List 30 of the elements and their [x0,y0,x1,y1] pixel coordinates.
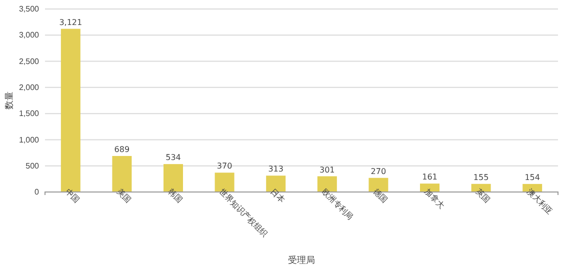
data-label: 161 [422,172,438,182]
x-tick-label: 欧洲专利局 [320,187,355,222]
y-tick-label: 2,000 [18,82,40,92]
data-label: 155 [473,172,489,182]
data-label: 313 [268,164,284,174]
x-tick-label: 加拿大 [422,187,446,210]
y-tick-label: 3,000 [18,30,40,40]
y-tick-label: 2,500 [18,56,40,66]
x-tick-label: 韩国 [166,187,184,205]
y-tick-label: 500 [26,161,40,170]
data-label: 534 [166,153,181,162]
data-label: 301 [320,165,335,174]
data-label: 689 [114,144,130,154]
y-tick-label: 0 [34,188,40,197]
data-label: 370 [216,162,232,171]
x-tick-label: 澳大利亚 [525,187,554,216]
y-axis-title: 数量 [4,92,15,110]
x-tick-label: 世界知识产权组织 [217,187,270,239]
data-label: 3,121 [59,18,82,27]
y-tick-label: 1,000 [18,135,40,144]
x-tick-label: 英国 [474,187,492,205]
x-tick-label: 日本 [268,187,286,205]
x-tick-label: 美国 [114,187,133,205]
x-tick-label: 中国 [64,187,82,205]
x-tick-label: 德国 [371,187,390,205]
x-axis-title: 受理局 [288,255,315,266]
y-tick-label: 1,500 [18,109,40,118]
y-tick-label: 3,500 [18,4,40,14]
data-label: 154 [524,172,540,182]
data-label: 270 [370,166,386,176]
